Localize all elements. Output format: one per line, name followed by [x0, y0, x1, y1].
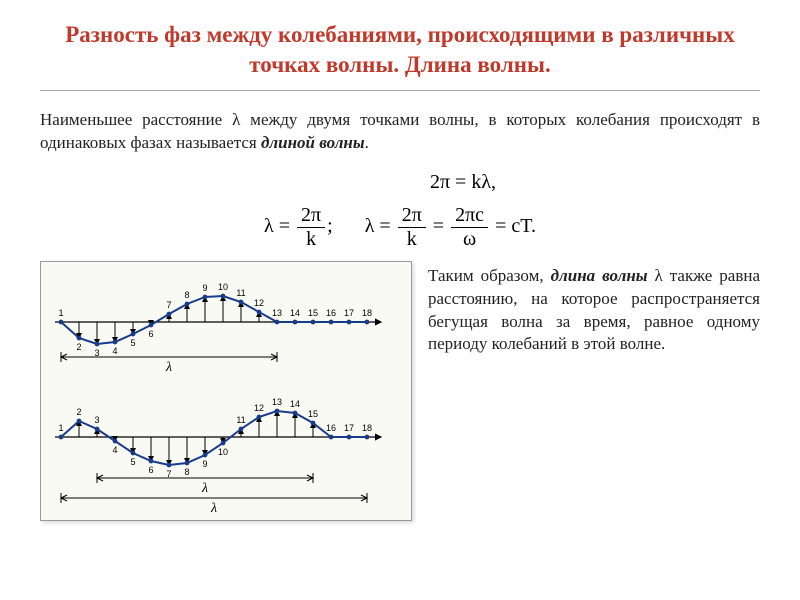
formula-right-eq1: = — [433, 215, 444, 237]
svg-text:5: 5 — [130, 338, 135, 348]
formula-left-tail: ; — [327, 215, 333, 237]
svg-text:3: 3 — [94, 415, 99, 425]
page-title: Разность фаз между колебаниями, происход… — [40, 20, 760, 80]
svg-text:9: 9 — [202, 459, 207, 469]
svg-text:14: 14 — [290, 308, 300, 318]
lower-row: 123456789101112131415161718λ123456789101… — [40, 261, 760, 521]
definition-paragraph: Наименьшее расстояние λ между двумя точк… — [40, 109, 760, 155]
formula-right-tail: = cT. — [495, 215, 536, 237]
svg-text:10: 10 — [218, 282, 228, 292]
svg-text:11: 11 — [236, 288, 245, 298]
formula-right: λ = 2π k = 2πc ω = cT. — [365, 204, 536, 251]
formula-right-frac1: 2π k — [398, 204, 426, 251]
svg-text:15: 15 — [308, 308, 318, 318]
svg-text:10: 10 — [218, 447, 228, 457]
side-paragraph: Таким образом, длина волны λ также равна… — [428, 261, 760, 521]
formula-right-f1-num: 2π — [398, 204, 426, 228]
svg-text:4: 4 — [112, 346, 117, 356]
svg-text:16: 16 — [326, 423, 336, 433]
formula-left-den: k — [297, 228, 325, 251]
svg-text:13: 13 — [272, 397, 282, 407]
svg-text:λ: λ — [210, 501, 217, 516]
formula-right-f1-den: k — [398, 228, 426, 251]
svg-text:6: 6 — [148, 329, 153, 339]
svg-text:12: 12 — [254, 403, 264, 413]
formula-row: λ = 2π k ; λ = 2π k = 2πc ω = cT. — [40, 204, 760, 251]
formula-left-frac: 2π k — [297, 204, 325, 251]
formula-right-lhs: λ = — [365, 215, 391, 237]
formula-top-block: 2π = kλ, — [40, 171, 760, 194]
definition-pre: Наименьшее расстояние λ между двумя точк… — [40, 110, 760, 152]
svg-text:11: 11 — [236, 415, 245, 425]
svg-text:9: 9 — [202, 283, 207, 293]
svg-text:1: 1 — [58, 308, 63, 318]
formula-right-frac2: 2πc ω — [451, 204, 488, 251]
svg-text:15: 15 — [308, 409, 318, 419]
svg-text:13: 13 — [272, 308, 282, 318]
wave-diagram: 123456789101112131415161718λ123456789101… — [40, 261, 412, 521]
svg-text:6: 6 — [148, 465, 153, 475]
divider — [40, 90, 760, 91]
svg-text:λ: λ — [201, 481, 208, 496]
svg-text:18: 18 — [362, 423, 372, 433]
formula-top: 2π = kλ, — [430, 171, 496, 194]
svg-text:5: 5 — [130, 457, 135, 467]
svg-text:12: 12 — [254, 298, 264, 308]
definition-bold: длиной волны — [261, 133, 365, 152]
svg-text:18: 18 — [362, 308, 372, 318]
side-text-bold: длина волны — [551, 266, 648, 285]
svg-text:7: 7 — [166, 300, 171, 310]
svg-text:17: 17 — [344, 308, 354, 318]
side-text-pre: Таким образом, — [428, 266, 551, 285]
svg-text:1: 1 — [58, 423, 63, 433]
svg-text:8: 8 — [184, 467, 189, 477]
definition-post: . — [365, 133, 369, 152]
formula-left: λ = 2π k ; — [264, 204, 333, 251]
svg-text:λ: λ — [165, 360, 172, 375]
svg-text:8: 8 — [184, 290, 189, 300]
svg-text:4: 4 — [112, 445, 117, 455]
formula-right-f2-den: ω — [451, 228, 488, 251]
formula-right-f2-num: 2πc — [451, 204, 488, 228]
svg-text:2: 2 — [76, 407, 81, 417]
svg-text:2: 2 — [76, 342, 81, 352]
formula-left-lhs: λ = — [264, 215, 290, 237]
svg-text:16: 16 — [326, 308, 336, 318]
svg-text:14: 14 — [290, 399, 300, 409]
svg-text:17: 17 — [344, 423, 354, 433]
formula-left-num: 2π — [297, 204, 325, 228]
